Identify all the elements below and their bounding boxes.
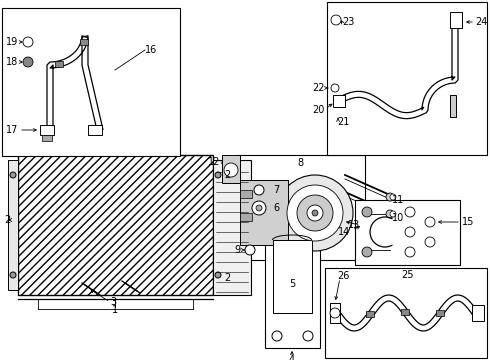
Text: 14: 14 [338,227,350,237]
Text: 2: 2 [224,273,230,283]
Text: 8: 8 [297,158,303,168]
Bar [213,160,223,290]
Text: 1: 1 [112,305,118,315]
Text: 7: 7 [273,185,279,195]
Bar [265,230,320,348]
Bar [401,309,409,315]
Circle shape [254,185,264,195]
Bar [80,39,88,45]
Bar [55,61,63,67]
Bar [333,95,345,107]
Circle shape [405,207,415,217]
Circle shape [10,172,16,178]
Bar [222,155,240,183]
Circle shape [330,308,340,318]
Circle shape [224,163,238,177]
Text: 26: 26 [337,271,349,281]
Bar [240,190,252,198]
Bar [8,160,18,290]
Circle shape [252,201,266,215]
Circle shape [272,331,282,341]
Bar [2,8,180,156]
Bar [355,200,460,265]
Circle shape [390,194,396,200]
Circle shape [362,207,372,217]
Circle shape [405,247,415,257]
Text: 18: 18 [6,57,18,67]
Circle shape [245,245,255,255]
Text: 23: 23 [342,17,354,27]
Bar [472,305,484,321]
Circle shape [277,175,353,251]
Circle shape [10,272,16,278]
Circle shape [390,211,396,217]
Bar [213,160,251,295]
Text: 3: 3 [110,297,116,307]
Text: 11: 11 [392,195,404,205]
Text: 2: 2 [224,170,230,180]
Circle shape [312,210,318,216]
Bar [325,268,487,358]
Bar [367,311,374,318]
Bar [450,95,456,117]
Text: 16: 16 [145,45,157,55]
Text: 5: 5 [289,279,295,289]
Text: 17: 17 [5,125,18,135]
Circle shape [331,84,339,92]
Bar [450,12,462,28]
Text: 24: 24 [475,17,488,27]
Bar [240,180,288,245]
Bar [88,125,102,135]
Circle shape [331,15,341,25]
Text: 6: 6 [273,203,279,213]
Circle shape [362,247,372,257]
Text: 25: 25 [401,270,413,280]
Circle shape [405,227,415,237]
Text: 4: 4 [289,355,295,360]
Circle shape [386,193,394,201]
Text: 22: 22 [313,83,325,93]
Bar [40,125,54,135]
Bar [235,155,365,260]
Bar [240,213,252,221]
Circle shape [215,172,221,178]
Circle shape [425,217,435,227]
Text: 10: 10 [392,213,404,223]
Bar [18,155,213,295]
Text: 15: 15 [462,217,474,227]
Circle shape [297,195,333,231]
Text: 2: 2 [4,215,10,225]
Bar [273,240,312,313]
Text: 19: 19 [6,37,18,47]
Bar [436,310,444,316]
Bar [330,303,340,323]
Text: 20: 20 [313,105,325,115]
Text: 12: 12 [208,157,220,167]
Circle shape [386,210,394,218]
Circle shape [256,205,262,211]
Bar [42,135,52,141]
Text: 13: 13 [348,220,360,230]
Circle shape [307,205,323,221]
Circle shape [215,272,221,278]
Circle shape [287,185,343,241]
Bar [327,2,487,155]
Text: 21: 21 [337,117,349,127]
Text: 9: 9 [234,245,240,255]
Circle shape [23,37,33,47]
Circle shape [303,331,313,341]
Circle shape [23,57,33,67]
Circle shape [425,237,435,247]
